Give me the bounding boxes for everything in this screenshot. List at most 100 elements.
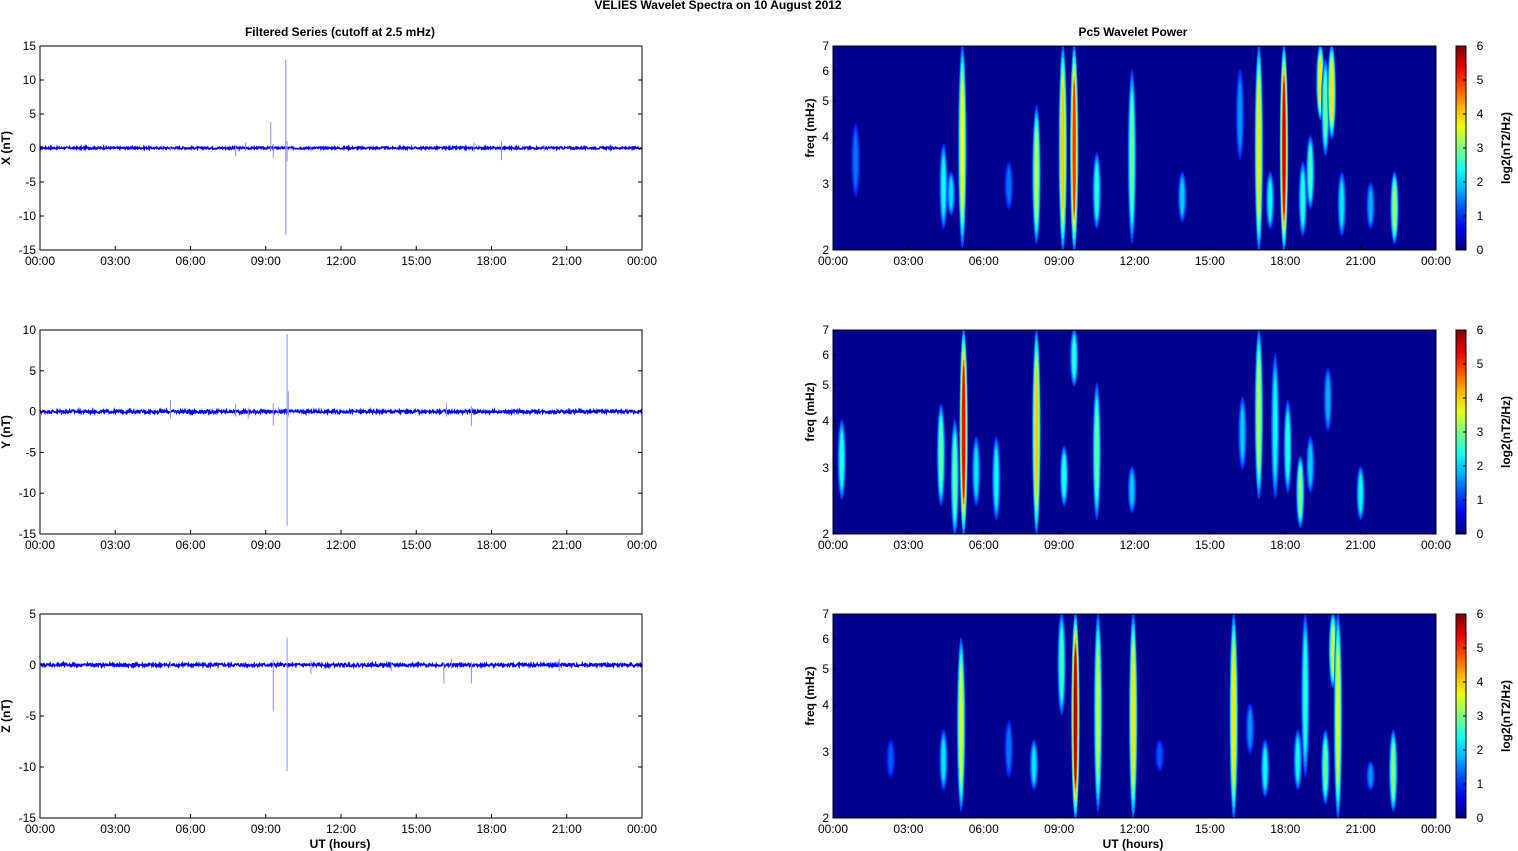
- wavelet-power-x-colorbar-tick-label: 3: [1477, 141, 1484, 155]
- time-series-z-x-tick-label: 00:00: [25, 822, 55, 836]
- wavelet-power-x-colorbar-label: log2(nT2/Hz): [1499, 112, 1513, 184]
- wavelet-power-z-colorbar-tick-label: 4: [1477, 675, 1484, 689]
- wavelet-power-y-power-blob: [962, 365, 966, 499]
- time-series-x-y-tick-label: -5: [25, 175, 36, 189]
- wavelet-power-y-power-blob: [1241, 409, 1245, 457]
- wavelet-power-y-x-tick-label: 12:00: [1119, 538, 1149, 552]
- wavelet-power-y-colorbar-tick-label: 5: [1477, 357, 1484, 371]
- time-series-x-y-tick-label: 15: [23, 39, 37, 53]
- time-series-x-y-tick-label: 5: [29, 107, 36, 121]
- wavelet-power-x-x-tick-label: 00:00: [818, 254, 848, 268]
- time-series-x-x-tick-label: 00:00: [627, 254, 657, 268]
- wavelet-power-z-y-axis-label: freq (mHz): [803, 666, 817, 725]
- time-series-y-y-tick-label: 5: [29, 364, 36, 378]
- wavelet-power-y-power-blob: [1326, 378, 1330, 420]
- wavelet-power-x-y-tick-label: 5: [822, 94, 829, 108]
- wavelet-power-x-power-blob: [1330, 61, 1334, 123]
- wavelet-power-y-power-blob: [1359, 475, 1363, 511]
- wavelet-power-x-x-tick-label: 00:00: [1421, 254, 1451, 268]
- time-series-y-plot-area: [40, 330, 642, 534]
- time-series-y-y-tick-label: -15: [19, 527, 37, 541]
- time-series-z-y-axis-label: Z (nT): [0, 699, 13, 732]
- wavelet-power-z-power-blob: [1263, 749, 1267, 787]
- time-series-x-x-tick-label: 03:00: [100, 254, 130, 268]
- wavelet-power-z-y-tick-label: 6: [822, 632, 829, 646]
- wavelet-power-x-power-blob: [1308, 148, 1312, 196]
- wavelet-power-z-x-tick-label: 21:00: [1346, 822, 1376, 836]
- time-series-x-y-tick-label: 0: [29, 141, 36, 155]
- time-series-z-y-tick-label: -15: [19, 811, 37, 825]
- wavelet-power-x-power-blob: [854, 136, 858, 184]
- time-series-y-y-axis-label: Y (nT): [0, 415, 13, 449]
- time-series-y-x-tick-label: 15:00: [401, 538, 431, 552]
- wavelet-power-z-x-tick-label: 03:00: [893, 822, 923, 836]
- wavelet-power-z-colorbar-tick-label: 5: [1477, 641, 1484, 655]
- wavelet-power-z-power-blob: [889, 746, 893, 771]
- wavelet-power-y-x-tick-label: 00:00: [1421, 538, 1451, 552]
- time-series-y-x-tick-label: 21:00: [552, 538, 582, 552]
- time-series-x-y-tick-label: -10: [19, 209, 37, 223]
- wavelet-power-z-power-blob: [1073, 649, 1077, 783]
- time-series-y-x-tick-label: 00:00: [627, 538, 657, 552]
- wavelet-power-y-power-blob: [953, 440, 957, 515]
- wavelet-power-z-power-blob: [1336, 649, 1340, 783]
- wavelet-power-x-power-blob: [1238, 85, 1242, 145]
- wavelet-power-x-power-blob: [1007, 170, 1011, 201]
- wavelet-power-x-power-blob: [1301, 175, 1305, 223]
- wavelet-power-x-power-blob: [1268, 181, 1272, 219]
- wavelet-power-x-x-tick-label: 12:00: [1119, 254, 1149, 268]
- wavelet-power-x-colorbar-tick-label: 5: [1477, 73, 1484, 87]
- wavelet-power-y: 2 3 4 5 6 7 00:00 03:00 06:00 09:00 12:00 15:00 18:0…: [803, 323, 1513, 552]
- wavelet-power-z-power-blob: [1248, 712, 1252, 745]
- wavelet-power-z-colorbar-tick-label: 3: [1477, 709, 1484, 723]
- wavelet-power-z-x-tick-label: 15:00: [1195, 822, 1225, 836]
- wavelet-power-z: 2 3 4 5 6 7 00:00 03:00 06:00 09:00 12:00 15:00 18:0…: [803, 607, 1513, 836]
- time-series-x-x-tick-label: 06:00: [175, 254, 205, 268]
- time-series-x-x-tick-label: 15:00: [401, 254, 431, 268]
- wavelet-power-z-power-blob: [1232, 649, 1236, 783]
- wavelet-power-y-power-blob: [1062, 456, 1066, 496]
- wavelet-power-x-power-blob: [1369, 190, 1373, 221]
- time-series-z-x-tick-label: 21:00: [552, 822, 582, 836]
- wavelet-power-y-power-blob: [1273, 379, 1277, 474]
- wavelet-power-x-power-blob: [1072, 81, 1076, 215]
- wavelet-power-x-power-blob: [1180, 180, 1184, 214]
- wavelet-power-y-blobs: [837, 330, 1365, 534]
- wavelet-power-y-y-tick-label: 2: [822, 527, 829, 541]
- wavelet-power-z-y-tick-label: 7: [822, 607, 829, 621]
- time-series-x-x-tick-label: 00:00: [25, 254, 55, 268]
- time-series-z-y-tick-label: 0: [29, 658, 36, 672]
- time-series-x: -15 -10 -5 0 5 10 15 00:00 03:00 06:00 09:00 12:00 1…: [0, 39, 657, 268]
- time-series-y-x-tick-label: 06:00: [175, 538, 205, 552]
- wavelet-power-x-power-blob: [1130, 100, 1134, 213]
- wavelet-power-y-x-tick-label: 15:00: [1195, 538, 1225, 552]
- wavelet-power-y-x-tick-label: 09:00: [1044, 538, 1074, 552]
- wavelet-power-z-x-tick-label: 00:00: [1421, 822, 1451, 836]
- wavelet-power-y-power-blob: [994, 451, 998, 506]
- wavelet-power-y-x-tick-label: 21:00: [1346, 538, 1376, 552]
- wavelet-power-x-y-tick-label: 4: [822, 130, 829, 144]
- wavelet-power-z-colorbar-tick-label: 1: [1477, 777, 1484, 791]
- wavelet-power-x-power-blob: [942, 158, 946, 214]
- wavelet-power-z-power-blob: [1391, 744, 1395, 798]
- time-series-z-y-tick-label: -10: [19, 760, 37, 774]
- wavelet-power-x-x-tick-label: 15:00: [1195, 254, 1225, 268]
- time-series-y-x-tick-label: 09:00: [251, 538, 281, 552]
- wavelet-power-x-colorbar-tick-label: 6: [1477, 39, 1484, 53]
- wavelet-power-z-y-tick-label: 2: [822, 811, 829, 825]
- wavelet-power-y-power-blob: [1095, 407, 1099, 496]
- wavelet-power-x-power-blob: [1323, 76, 1327, 139]
- wavelet-power-z-power-blob: [1296, 740, 1300, 780]
- time-series-x-x-tick-label: 18:00: [476, 254, 506, 268]
- wavelet-power-x-x-tick-label: 21:00: [1346, 254, 1376, 268]
- wavelet-power-z-power-blob: [1369, 766, 1373, 786]
- time-series-z-x-tick-label: 06:00: [175, 822, 205, 836]
- wavelet-power-x-power-blob: [1282, 81, 1286, 215]
- wavelet-power-y-power-blob: [1298, 468, 1302, 515]
- wavelet-power-z-power-blob: [959, 668, 963, 781]
- wavelet-power-x-y-axis-label: freq (mHz): [803, 98, 817, 157]
- wavelet-power-y-colorbar-tick-label: 0: [1477, 527, 1484, 541]
- time-series-x-y-tick-label: 10: [23, 73, 37, 87]
